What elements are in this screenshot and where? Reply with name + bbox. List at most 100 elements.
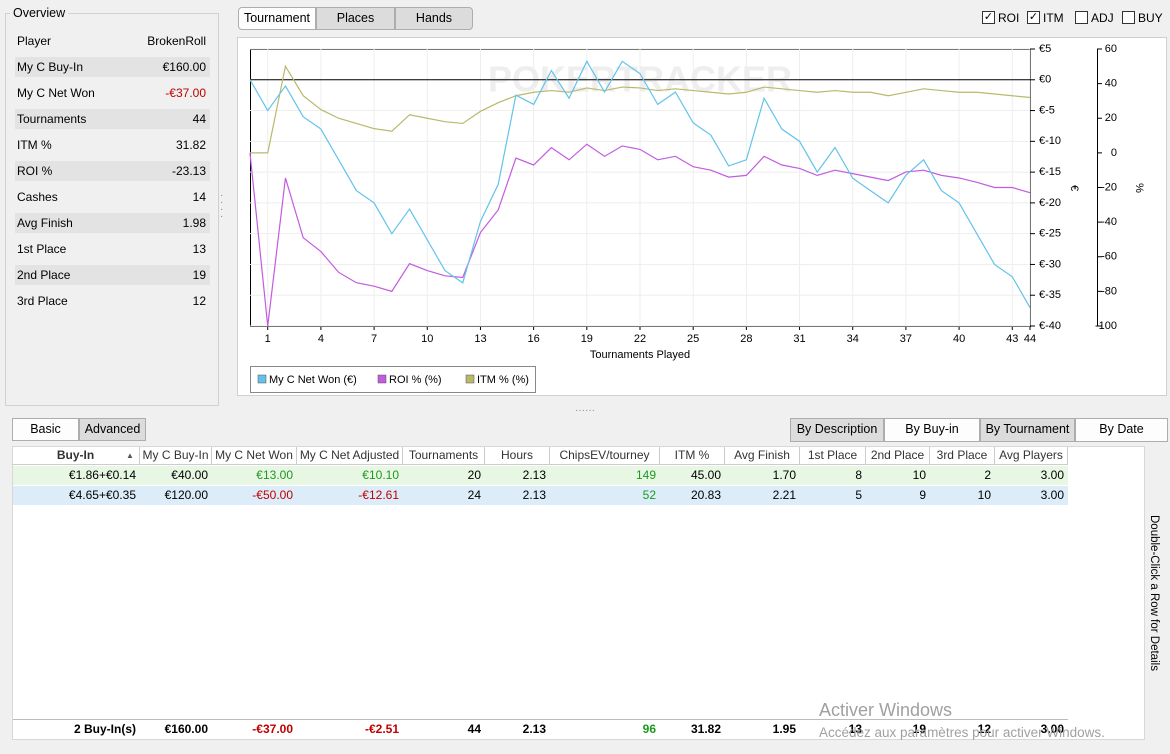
y-tick-label: €-20 — [1039, 197, 1061, 209]
legend-label: My C Net Won (€) — [269, 374, 357, 386]
tab[interactable]: Hands — [395, 7, 473, 30]
column-header: ChipsEV/tourney — [550, 447, 660, 465]
table-cell: 24 — [467, 488, 481, 502]
x-tick-label: 37 — [900, 333, 912, 345]
total-cell: 44 — [467, 722, 481, 736]
column-header: Hours — [485, 447, 550, 465]
group-button[interactable]: By Description — [790, 418, 884, 442]
y2-tick-label: -60 — [1101, 251, 1117, 263]
x-tick-label: 16 — [528, 333, 540, 345]
table-cell: 2.13 — [522, 468, 546, 482]
y2-tick-label: 20 — [1105, 112, 1117, 124]
overview-value: 44 — [192, 112, 206, 126]
series-line — [249, 60, 1031, 308]
overview-row-bg — [15, 213, 210, 233]
overview-label: 3rd Place — [17, 294, 68, 308]
table-cell: 10 — [977, 488, 991, 502]
overview-row-bg — [15, 109, 210, 129]
overview-label: ITM % — [17, 138, 52, 152]
column-header: My C Net Adjusted — [297, 447, 403, 465]
checkbox-label[interactable]: ADJ — [1091, 11, 1114, 25]
overview-value: 14 — [192, 190, 206, 204]
tab[interactable]: Places — [316, 7, 395, 30]
checkbox-label[interactable]: BUY — [1138, 11, 1163, 25]
overview-value: 31.82 — [175, 138, 206, 152]
overview-label: Player — [17, 34, 52, 48]
x-tick-label: 44 — [1024, 333, 1036, 345]
y2-tick-label: -20 — [1101, 181, 1117, 193]
overview-value: BrokenRoll — [147, 34, 206, 48]
checkbox-label[interactable]: ROI — [998, 11, 1020, 25]
table-cell: 45.00 — [690, 468, 721, 482]
group-button[interactable]: By Date — [1075, 418, 1168, 442]
x-tick-label: 31 — [793, 333, 805, 345]
table-cell: €1.86+€0.14 — [68, 468, 136, 482]
hint: Double-Click a Row for Details — [1148, 515, 1160, 671]
checkbox-label[interactable]: ITM — [1043, 11, 1064, 25]
total-cell: 1.95 — [772, 722, 796, 736]
series-line — [249, 143, 1031, 327]
overview-label: 1st Place — [17, 242, 67, 256]
table-row-bg — [13, 466, 1068, 485]
y2-axis-label: % — [1133, 183, 1145, 193]
y-tick-label: €-25 — [1039, 228, 1061, 240]
checkbox[interactable] — [1075, 11, 1088, 24]
total-cell: -€2.51 — [364, 722, 399, 736]
y-tick-label: €-10 — [1039, 135, 1061, 147]
y-tick-label: €-35 — [1039, 289, 1061, 301]
table-cell: 5 — [855, 488, 862, 502]
table-row-bg — [13, 486, 1068, 505]
sort-arrow: ▲ — [126, 451, 134, 460]
overview-label: Tournaments — [17, 112, 87, 126]
checkbox[interactable]: ✓ — [1027, 11, 1040, 24]
splitter-grip[interactable]: · · · · — [220, 190, 224, 222]
column-header: Avg Players — [995, 447, 1068, 465]
table-cell: 20 — [467, 468, 481, 482]
column-header: 3rd Place — [930, 447, 995, 465]
x-tick-label: 7 — [371, 333, 377, 345]
overview-row-bg — [15, 161, 210, 181]
view-button[interactable]: Basic — [12, 418, 79, 441]
column-header: ITM % — [660, 447, 725, 465]
os-watermark-text: Accédez aux paramètres pour activer Wind… — [819, 725, 1105, 740]
table-cell: 9 — [919, 488, 926, 502]
x-axis-label: Tournaments Played — [590, 349, 690, 361]
series-line — [250, 64, 1031, 154]
column-header: 1st Place — [800, 447, 866, 465]
total-cell: 12 — [977, 722, 991, 736]
total-cell: 19 — [912, 722, 926, 736]
overview-title: Overview — [10, 6, 69, 20]
total-cell: 2.13 — [522, 722, 546, 736]
table-cell: 3.00 — [1040, 468, 1064, 482]
overview-panel — [5, 13, 219, 406]
total-cell: 13 — [848, 722, 862, 736]
checkbox[interactable]: ✓ — [982, 11, 995, 24]
overview-value: 19 — [192, 268, 206, 282]
overview-label: My C Buy-In — [17, 60, 84, 74]
table-cell: €120.00 — [164, 488, 208, 502]
splitter-grip[interactable]: ······ — [575, 405, 595, 416]
x-tick-label: 13 — [474, 333, 486, 345]
y-axis-label: € — [1068, 185, 1080, 191]
overview-value: 12 — [192, 294, 206, 308]
total-cell: 96 — [642, 722, 656, 736]
overview-label: Cashes — [17, 190, 58, 204]
y2-tick-label: 0 — [1111, 147, 1117, 159]
y-tick-label: €-30 — [1039, 258, 1061, 270]
group-button[interactable]: By Tournament — [980, 418, 1075, 442]
total-divider — [13, 719, 1068, 720]
y2-tick-label: 40 — [1105, 78, 1117, 90]
x-tick-label: 43 — [1006, 333, 1018, 345]
table-cell: €4.65+€0.35 — [68, 488, 136, 502]
checkbox[interactable] — [1122, 11, 1135, 24]
total-cell: 31.82 — [690, 722, 721, 736]
x-tick-label: 19 — [581, 333, 593, 345]
overview-value: €160.00 — [162, 60, 206, 74]
tab[interactable]: Tournament — [238, 7, 316, 30]
view-button[interactable]: Advanced — [79, 418, 146, 441]
overview-value: -€37.00 — [165, 86, 206, 100]
y-tick-label: €-40 — [1039, 320, 1061, 332]
chart: POKERTRACKER 1 4 7 10 13 16 19 22 25 28 31 34 37 40 43… — [237, 37, 1167, 396]
group-button[interactable]: By Buy-in — [884, 418, 980, 442]
